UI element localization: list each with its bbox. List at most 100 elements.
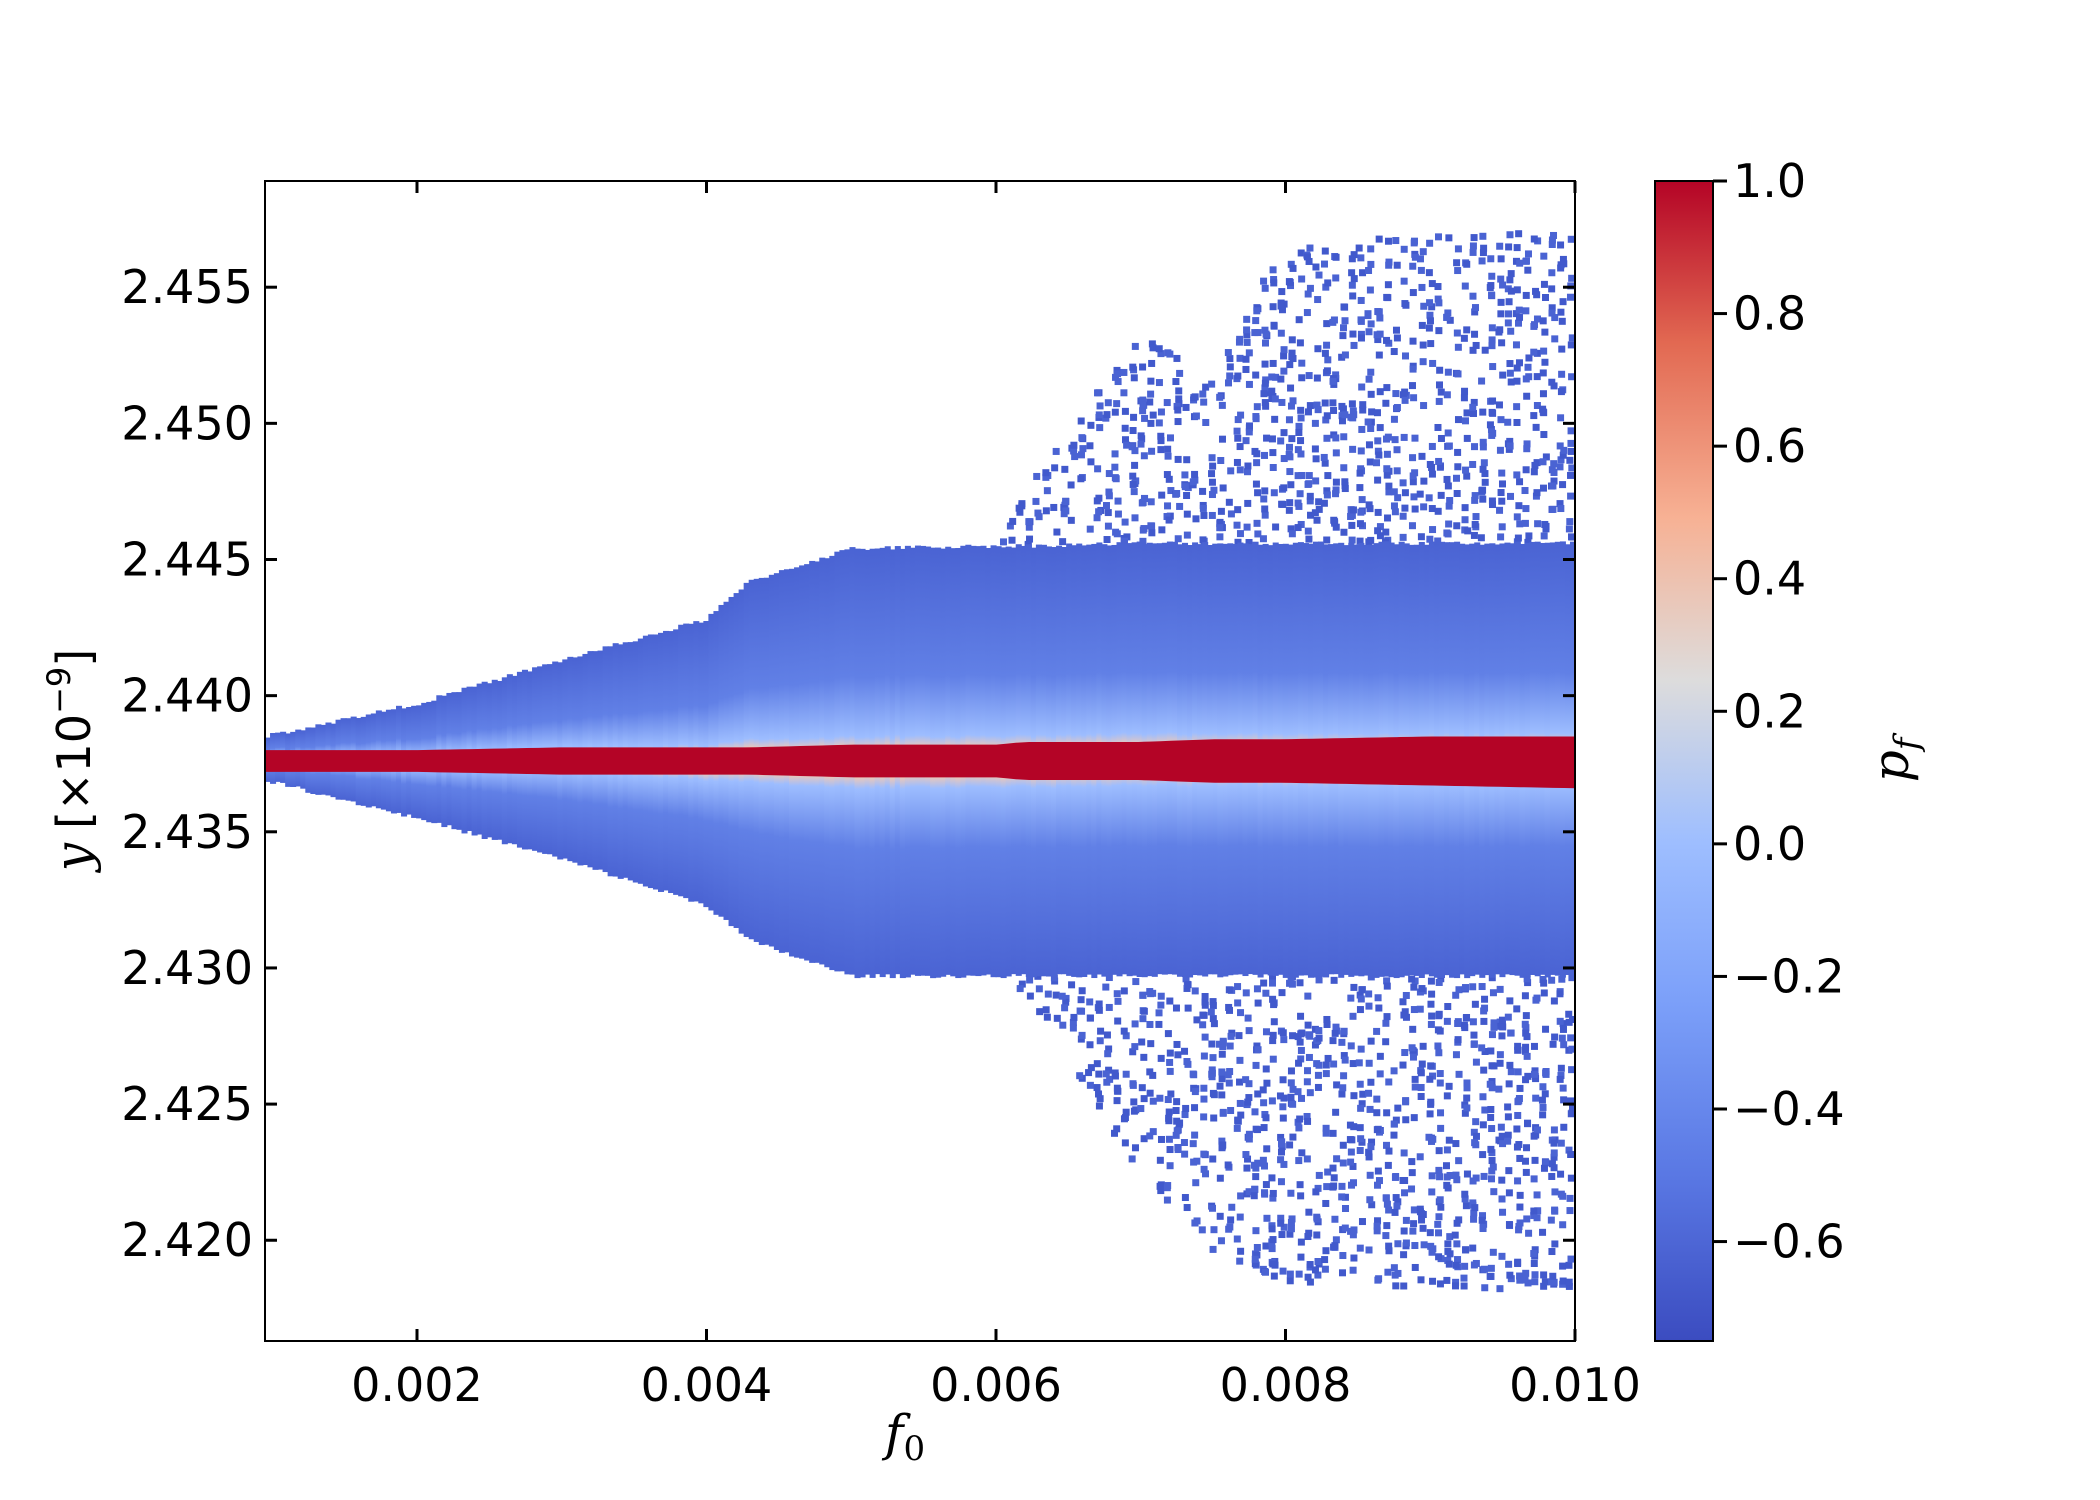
scatter-point [1130,1098,1138,1106]
scatter-point [1560,1041,1568,1049]
scatter-point [1452,1282,1460,1290]
scatter-point [1331,1029,1339,1037]
scatter-point [1140,452,1148,460]
scatter-point [1163,1184,1171,1192]
scatter-point [1086,1081,1094,1089]
scatter-point [1087,421,1095,429]
scatter-point [1252,1125,1260,1133]
scatter-point [1420,402,1428,410]
scatter-point [1513,471,1521,479]
scatter-point [1489,429,1497,437]
scatter-point [1365,1089,1373,1097]
scatter-point [1042,469,1050,477]
scatter-point [1506,1061,1514,1069]
scatter-point [1226,1006,1234,1014]
scatter-point [1341,303,1349,311]
scatter-point [1376,532,1384,540]
scatter-point [1244,1014,1252,1022]
scatter-point [1104,1050,1112,1058]
scatter-point [1532,1075,1540,1083]
scatter-point [1140,401,1148,409]
scatter-point [1411,1263,1419,1271]
scatter-point [1260,277,1268,285]
scatter-point [1356,1244,1364,1252]
scatter-point [1504,1103,1512,1111]
scatter-point [1374,476,1382,484]
scatter-point [1157,992,1165,1000]
scatter-point [1261,505,1269,513]
scatter-point [1262,1114,1270,1122]
scatter-point [1549,1272,1557,1280]
scatter-point [1111,408,1119,416]
scatter-point [1262,402,1270,410]
scatter-point [1462,1246,1470,1254]
scatter-point [1315,1027,1323,1035]
scatter-point [1244,499,1252,507]
scatter-point [1157,408,1165,416]
scatter-point [1435,299,1443,307]
scatter-point [1095,411,1103,419]
scatter-point [1200,1165,1208,1173]
scatter-point [1157,446,1165,454]
scatter-point [1182,1104,1190,1112]
scatter-point [1217,507,1225,515]
scatter-point [1114,1017,1122,1025]
scatter-point [1489,409,1497,417]
scatter-point [1515,230,1523,238]
scatter-point [1234,416,1242,424]
scatter-point [1348,521,1356,529]
scatter-point [1122,1070,1130,1078]
scatter-point [1280,346,1288,354]
scatter-point [1550,1278,1558,1286]
scatter-point [1254,999,1262,1007]
scatter-point [1419,248,1427,256]
scatter-point [1530,1250,1538,1258]
scatter-point [1497,1022,1505,1030]
scatter-point [1269,1194,1277,1202]
scatter-point [1471,1139,1479,1147]
colorbar-tick-label: 0.6 [1733,419,1806,473]
scatter-point [1401,388,1409,396]
scatter-point [1436,366,1444,374]
colorbar-gradient [1655,181,1713,1341]
scatter-point [1472,513,1480,521]
scatter-point [1277,437,1285,445]
scatter-point [1478,377,1486,385]
scatter-point [1288,336,1296,344]
scatter-point [1417,1276,1425,1284]
scatter-point [1452,1171,1460,1179]
scatter-point [1358,425,1366,433]
scatter-point [1565,525,1573,533]
scatter-point [1263,1214,1271,1222]
scatter-point [1410,983,1418,991]
scatter-point [1540,979,1548,987]
scatter-point [1490,1188,1498,1196]
scatter-point [1322,1247,1330,1255]
scatter-point [1539,1228,1547,1236]
scatter-point [1202,418,1210,426]
scatter-point [1385,258,1393,266]
scatter-point [1340,433,1348,441]
scatter-point [1556,500,1564,508]
scatter-point [1444,429,1452,437]
scatter-point [1496,985,1504,993]
scatter-point [1557,388,1565,396]
scatter-point [1348,255,1356,263]
scatter-point [1488,324,1496,332]
scatter-point [1236,354,1244,362]
scatter-point [1504,1137,1512,1145]
scatter-point [1207,1008,1215,1016]
scatter-point [1009,517,1017,525]
scatter-point [1410,394,1418,402]
scatter-point [1460,394,1468,402]
scatter-point [1026,535,1034,543]
scatter-point [1304,1117,1312,1125]
scatter-point [1496,446,1504,454]
scatter-point [1287,1093,1295,1101]
scatter-point [1269,359,1277,367]
scatter-point [1480,1220,1488,1228]
scatter-point [1498,497,1506,505]
scatter-point [1270,1018,1278,1026]
scatter-point [1534,1207,1542,1215]
scatter-point [1498,1132,1506,1140]
